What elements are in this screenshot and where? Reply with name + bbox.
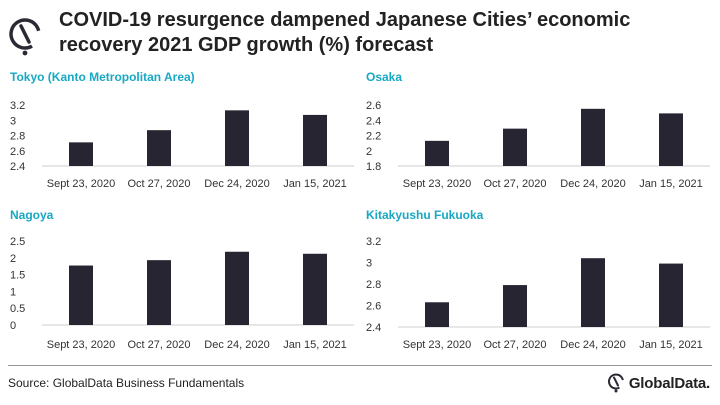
y-tick-label: 1.8 <box>366 161 381 173</box>
x-tick-label: Jan 15, 2021 <box>283 339 347 351</box>
bar <box>225 110 249 166</box>
panel-title: Nagoya <box>10 208 54 222</box>
bar <box>147 130 171 166</box>
bar <box>147 260 171 325</box>
x-tick-label: Sept 23, 2020 <box>403 339 472 351</box>
x-tick-label: Jan 15, 2021 <box>283 178 347 190</box>
x-tick-label: Sept 23, 2020 <box>403 178 472 190</box>
y-tick-label: 2.8 <box>10 131 25 143</box>
bar <box>69 265 93 325</box>
y-tick-label: 2 <box>366 146 372 158</box>
y-tick-label: 2.5 <box>10 236 25 248</box>
y-tick-label: 2.4 <box>10 161 25 173</box>
bar <box>659 113 683 166</box>
bar <box>225 251 249 325</box>
panel-tokyo: Tokyo (Kanto Metropolitan Area) 2.4 2.6 2.8… <box>8 68 360 194</box>
x-tick-label: Sept 23, 2020 <box>47 178 116 190</box>
brand-name: GlobalData. <box>628 374 710 392</box>
bar <box>425 302 449 327</box>
chart-kitakyushu-fukuoka: Kitakyushu Fukuoka 2.4 2.6 2.8 3 3.2 Sept 23, … <box>366 208 710 351</box>
bar <box>69 142 93 166</box>
y-tick-label: 0 <box>10 320 16 332</box>
y-tick-label: 3.2 <box>366 236 381 248</box>
source-note: Source: GlobalData Business Fundamentals <box>8 376 245 390</box>
bar <box>303 114 327 166</box>
bar <box>503 285 527 327</box>
bar <box>303 253 327 325</box>
globaldata-small-logo-icon <box>607 373 624 393</box>
bar <box>659 263 683 327</box>
bar <box>581 108 605 166</box>
y-tick-label: 2 <box>10 253 16 265</box>
panel-nagoya: Nagoya 0 0.5 1 1.5 2 2.5 Sept 23, 2020 Oct 27, 2… <box>8 206 360 358</box>
y-tick-label: 2.8 <box>366 279 381 291</box>
y-tick-label: 0.5 <box>10 303 25 315</box>
x-tick-label: Oct 27, 2020 <box>128 178 191 190</box>
panel-title: Kitakyushu Fukuoka <box>366 208 484 222</box>
x-tick-label: Jan 15, 2021 <box>639 178 703 190</box>
panel-title: Osaka <box>366 70 402 84</box>
x-tick-label: Oct 27, 2020 <box>484 339 547 351</box>
y-tick-label: 1.5 <box>10 270 25 282</box>
y-tick-label: 2.6 <box>10 146 25 158</box>
chart-osaka: Osaka 1.8 2 2.2 2.4 2.6 Sept 23, 2020 Oct 27, 2… <box>366 70 710 190</box>
y-tick-label: 2.4 <box>366 115 381 127</box>
bar <box>503 128 527 166</box>
x-tick-label: Dec 24, 2020 <box>204 178 269 190</box>
x-tick-label: Jan 15, 2021 <box>639 339 703 351</box>
x-tick-label: Oct 27, 2020 <box>484 178 547 190</box>
chart-nagoya: Nagoya 0 0.5 1 1.5 2 2.5 Sept 23, 2020 Oct 27, 2… <box>10 208 354 351</box>
chart-tokyo: Tokyo (Kanto Metropolitan Area) 2.4 2.6 2.8… <box>10 70 354 190</box>
chart-title: COVID-19 resurgence dampened Japanese Ci… <box>59 9 631 56</box>
y-tick-label: 3.2 <box>10 100 25 112</box>
x-tick-label: Sept 23, 2020 <box>47 339 116 351</box>
panel-kitakyushu-fukuoka: Kitakyushu Fukuoka 2.4 2.6 2.8 3 3.2 Sept 23, … <box>364 206 716 358</box>
panel-title: Tokyo (Kanto Metropolitan Area) <box>10 70 195 84</box>
bar <box>581 258 605 327</box>
y-tick-label: 2.6 <box>366 301 381 313</box>
footer-divider <box>8 365 712 366</box>
panel-osaka: Osaka 1.8 2 2.2 2.4 2.6 Sept 23, 2020 Oct 27, 2… <box>364 68 716 194</box>
x-tick-label: Dec 24, 2020 <box>560 178 625 190</box>
y-tick-label: 2.2 <box>366 131 381 143</box>
globaldata-logo-icon <box>9 18 41 56</box>
y-tick-label: 3 <box>366 258 372 270</box>
x-tick-label: Oct 27, 2020 <box>128 339 191 351</box>
brand-logo: GlobalData. <box>607 373 710 393</box>
x-tick-label: Dec 24, 2020 <box>204 339 269 351</box>
y-tick-label: 2.6 <box>366 100 381 112</box>
y-tick-label: 3 <box>10 115 16 127</box>
x-tick-label: Dec 24, 2020 <box>560 339 625 351</box>
y-tick-label: 2.4 <box>366 322 381 334</box>
bar <box>425 140 449 166</box>
y-tick-label: 1 <box>10 286 16 298</box>
